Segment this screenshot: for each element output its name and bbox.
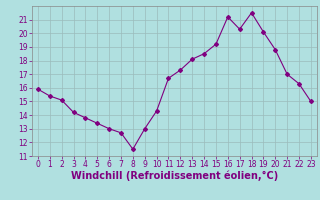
X-axis label: Windchill (Refroidissement éolien,°C): Windchill (Refroidissement éolien,°C): [71, 171, 278, 181]
